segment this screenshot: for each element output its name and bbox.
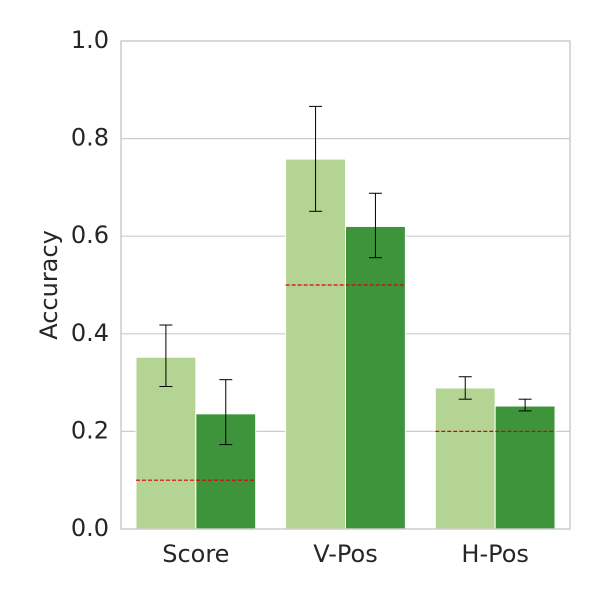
y-tick-label: 0.4	[71, 319, 109, 347]
plot-frame	[120, 40, 571, 530]
bar	[494, 405, 556, 530]
y-tick-label: 0.0	[71, 514, 109, 542]
error-bars	[159, 105, 532, 446]
baseline-lines	[135, 284, 556, 481]
x-tick-label: H-Pos	[461, 540, 529, 568]
y-tick-labels: 0.0 0.2 0.4 0.6 0.8 1.0	[71, 26, 109, 542]
bar	[285, 158, 346, 530]
x-tick-label: Score	[162, 540, 229, 568]
y-tick-label: 0.6	[71, 221, 109, 249]
y-tick-label: 0.8	[71, 124, 109, 152]
x-tick-labels: Score V-Pos H-Pos	[162, 540, 529, 568]
x-tick-label: V-Pos	[313, 540, 377, 568]
bar	[434, 387, 496, 530]
bar	[345, 225, 406, 530]
y-axis-label: Accuracy	[35, 230, 63, 340]
y-tick-label: 1.0	[71, 26, 109, 54]
y-tick-label: 0.2	[71, 416, 109, 444]
